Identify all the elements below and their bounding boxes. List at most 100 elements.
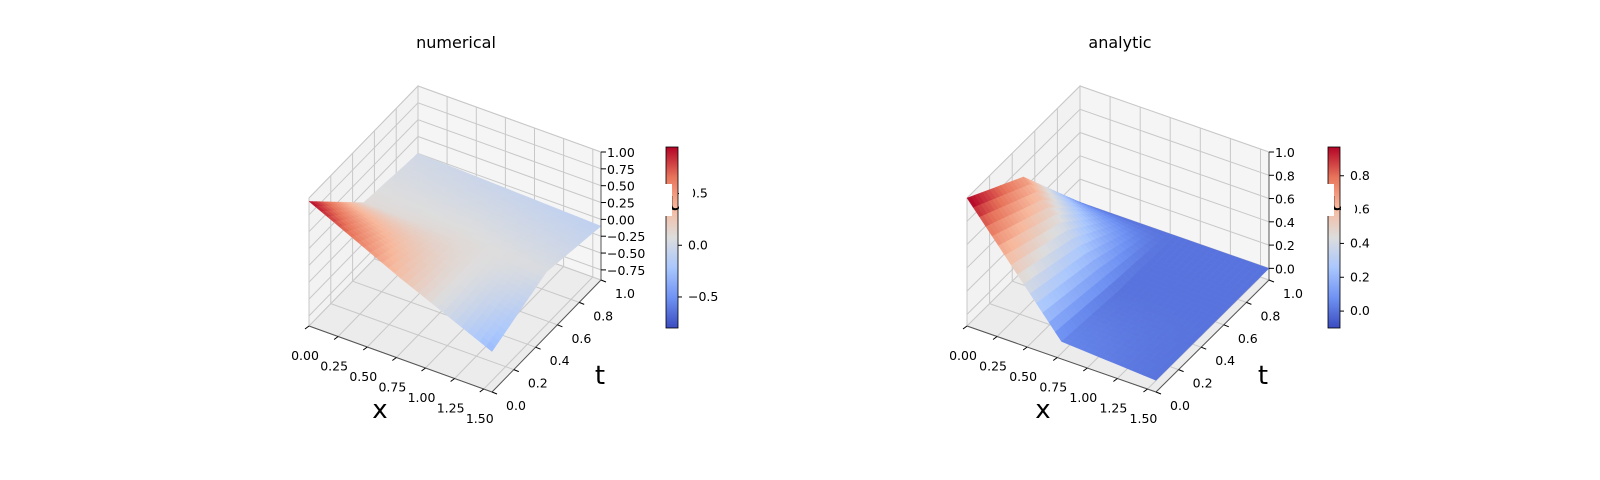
t-tick-mark [1201,346,1207,350]
z-tick-label: 0.4 [1275,215,1295,230]
t-tick-label: 0.8 [1260,308,1280,323]
z-tick-label: 1.0 [1275,145,1295,160]
x-tick-mark [1083,367,1088,372]
grid-z [308,85,602,199]
t-tick-mark [491,391,498,395]
panel-title: numerical [416,33,496,52]
surface-cell [1149,373,1161,381]
t-axis-label: t [595,361,605,391]
colorbar [665,146,679,329]
z-tick-label: 0.75 [607,162,635,177]
t-tick-mark [557,324,563,328]
z-tick-label: 0.6 [1275,192,1295,207]
z-tick-label: −0.75 [607,263,645,278]
z-label-occluder [679,184,693,216]
panel-analytic: 0.000.250.500.751.001.251.500.00.20.40.6… [949,33,1370,426]
grid-z [308,119,602,233]
x-tick-label: 1.00 [1069,390,1097,405]
colorbar [1327,146,1341,329]
x-axis-label: x [372,395,387,425]
z-tick-label: 0.50 [607,179,635,194]
colorbar-tick-label: 0.8 [1350,168,1370,183]
z-tick-label: 0.00 [607,212,635,227]
t-tick-label: 0.6 [571,331,591,346]
x-tick-mark [304,325,310,330]
z-label-occluder [662,184,672,216]
z-label-occluder [1324,184,1334,216]
x-tick-label: 1.00 [408,390,436,405]
z-tick-label: 0.0 [1275,261,1295,276]
x-tick-label: 0.75 [1039,380,1067,395]
x-tick-mark [1113,378,1118,382]
grid-z [966,85,1270,199]
panel-numerical: 0.000.250.500.751.001.251.500.00.20.40.6… [291,33,718,426]
t-tick-mark [579,301,585,305]
t-tick-label: 0.6 [1238,331,1258,346]
t-tick-mark [1155,391,1162,395]
colorbar-tick-label: 0.2 [1350,269,1370,284]
t-tick-label: 0.8 [593,308,613,323]
x-tick-mark [1052,357,1058,361]
x-tick-label: 0.25 [320,359,348,374]
t-tick-label: 1.0 [615,286,635,301]
z-label-occluder [1341,184,1355,216]
t-tick-label: 0.2 [1193,376,1213,391]
t-tick-label: 0.4 [550,353,570,368]
x-tick-label: 0.00 [949,348,977,363]
z-tick-label: −0.50 [607,246,645,261]
z-tick-label: 0.2 [1275,238,1295,253]
t-tick-label: 0.2 [528,376,548,391]
t-tick-mark [600,279,607,283]
x-tick-mark [421,367,426,372]
t-tick-mark [1268,279,1275,283]
z-tick-label: 0.8 [1275,168,1295,183]
x-tick-mark [450,378,455,382]
x-tick-label: 1.50 [1130,411,1158,426]
x-tick-mark [362,346,368,351]
x-axis-line [308,325,493,393]
colorbar-tick-label: 0.4 [1350,235,1370,250]
t-tick-label: 1.0 [1283,286,1303,301]
x-tick-mark [479,388,485,393]
x-tick-label: 0.50 [349,369,377,384]
surface [308,153,602,352]
z-tick-label: 0.25 [607,196,635,211]
x-axis-label: x [1035,395,1050,425]
x-tick-mark [992,336,998,340]
t-tick-label: 0.0 [1170,398,1190,413]
x-tick-label: 1.25 [1099,401,1127,416]
colorbar-tick-label: 0.0 [1350,303,1370,318]
t-axis-line [1155,279,1270,393]
panel-title: analytic [1088,33,1151,52]
surface [966,176,1270,381]
t-tick-mark [535,346,541,350]
x-tick-label: 0.25 [979,359,1007,374]
t-axis-line [491,279,602,393]
x-tick-label: 1.50 [466,411,494,426]
x-tick-label: 0.50 [1009,369,1037,384]
x-tick-label: 1.25 [437,401,465,416]
x-tick-mark [1143,388,1148,393]
z-tick-label: −0.25 [607,229,645,244]
t-tick-mark [513,369,519,373]
grid-z [308,102,602,216]
x-tick-mark [962,325,968,330]
x-tick-mark [333,336,339,340]
colorbar-tick-label: −0.5 [688,289,718,304]
z-tick-label: 1.00 [607,145,635,160]
x-tick-mark [392,357,397,361]
surface-cell [485,341,496,352]
colorbar-tick-label: 0.0 [688,237,708,252]
t-tick-mark [1223,324,1229,328]
t-tick-mark [1178,369,1184,373]
t-tick-label: 0.4 [1215,353,1235,368]
t-tick-label: 0.0 [506,398,526,413]
t-tick-mark [1246,301,1252,305]
x-axis-line [966,325,1157,393]
x-tick-label: 0.00 [291,348,319,363]
t-axis-label: t [1258,361,1268,391]
x-tick-mark [1022,346,1028,351]
x-tick-label: 0.75 [378,380,406,395]
